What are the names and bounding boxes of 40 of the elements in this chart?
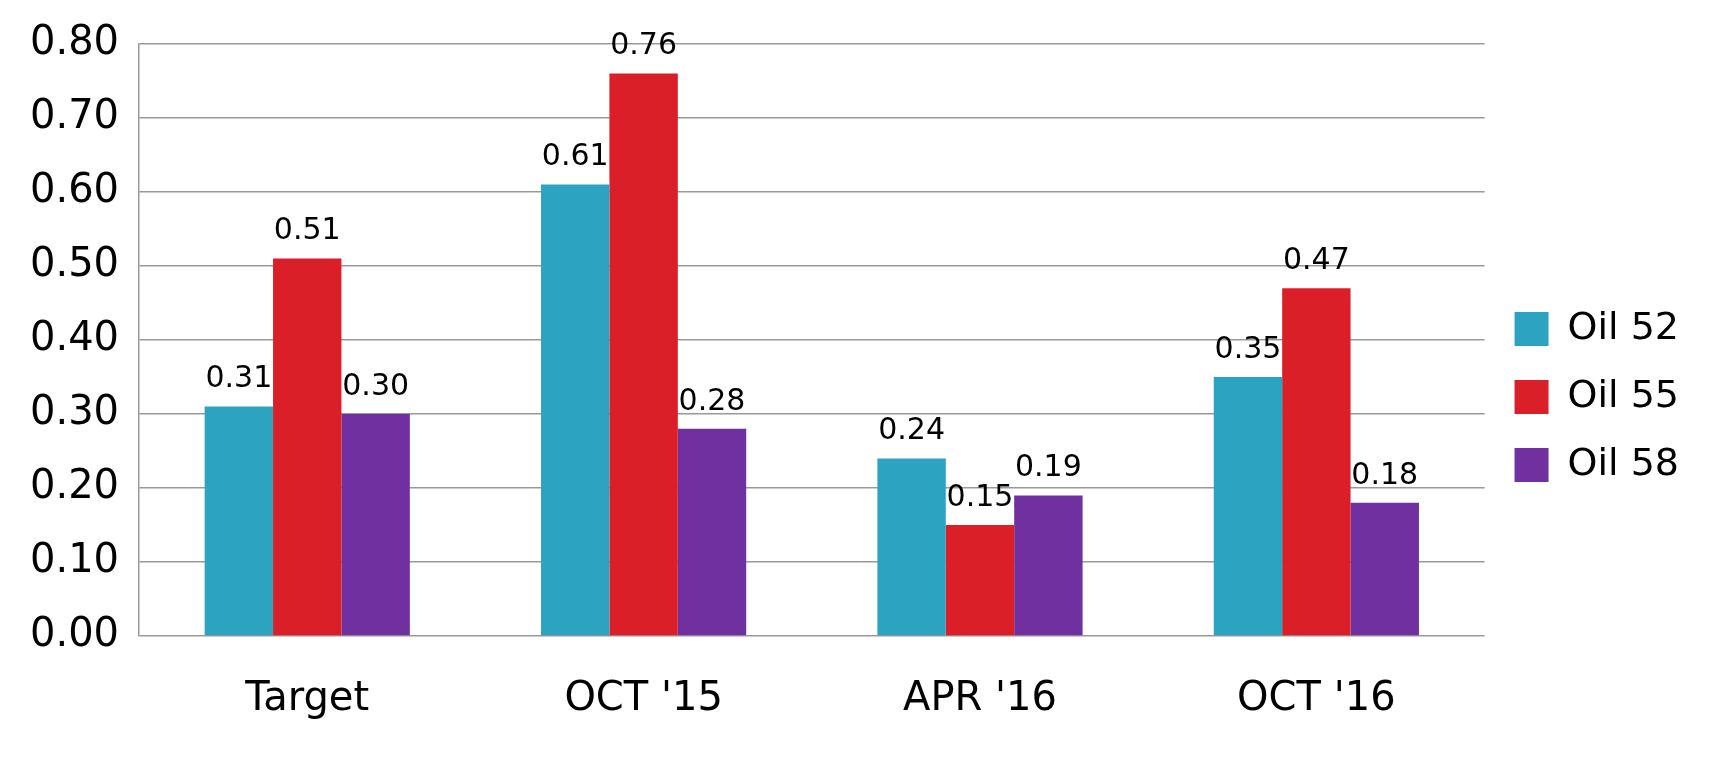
- data-label: 0.18: [1351, 455, 1419, 491]
- bar: [945, 525, 1015, 636]
- legend-label: Oil 55: [1567, 371, 1680, 416]
- y-tick-label: 0.70: [30, 91, 120, 138]
- data-label: 0.31: [205, 359, 273, 395]
- data-label: 0.30: [342, 366, 410, 402]
- y-tick-label: 0.30: [30, 387, 120, 434]
- y-tick-label: 0.50: [30, 239, 120, 286]
- bar: [1350, 502, 1419, 636]
- y-tick-label: 0.00: [30, 609, 120, 656]
- bar: [609, 73, 678, 636]
- bar: [273, 258, 342, 636]
- bar: [877, 458, 946, 636]
- data-label: 0.24: [878, 411, 945, 447]
- bar: [677, 428, 747, 636]
- bar: [204, 406, 274, 636]
- x-tick-label: APR '16: [903, 673, 1057, 720]
- data-label: 0.19: [1014, 448, 1082, 484]
- y-tick-label: 0.20: [30, 461, 120, 508]
- bar: [1282, 288, 1351, 636]
- y-tick-label: 0.60: [30, 165, 120, 212]
- y-tick-label: 0.80: [30, 17, 120, 64]
- bar: [1014, 495, 1083, 636]
- legend-label: Oil 52: [1567, 303, 1680, 348]
- bar: [541, 184, 610, 636]
- bar: [1213, 377, 1283, 636]
- data-label: 0.47: [1282, 241, 1350, 276]
- legend-label: Oil 58: [1567, 439, 1680, 484]
- y-tick-label: 0.40: [30, 313, 120, 360]
- x-tick-label: Target: [244, 673, 370, 720]
- x-tick-label: OCT '16: [1237, 673, 1396, 720]
- data-label: 0.61: [541, 137, 609, 173]
- data-label: 0.51: [273, 211, 341, 247]
- bar: [341, 414, 410, 636]
- y-tick-label: 0.10: [30, 535, 120, 582]
- x-tick-label: OCT '15: [564, 673, 723, 720]
- data-label: 0.15: [946, 477, 1014, 513]
- data-label: 0.35: [1214, 329, 1282, 365]
- data-label: 0.28: [678, 381, 746, 417]
- data-label: 0.76: [610, 26, 678, 62]
